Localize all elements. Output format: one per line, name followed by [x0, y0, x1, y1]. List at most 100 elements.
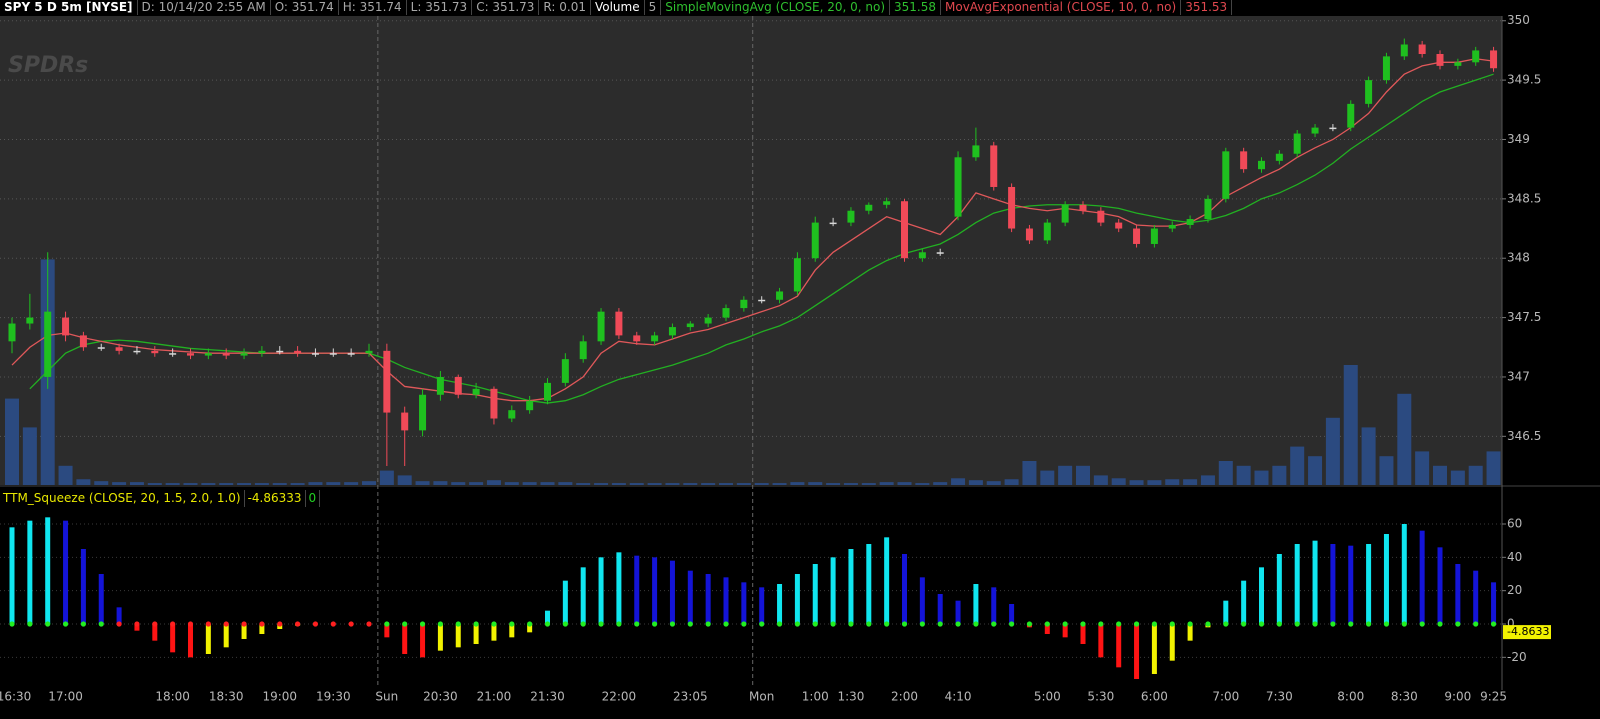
x-tick-label: 19:00 [262, 690, 297, 704]
candle-body [1329, 127, 1337, 130]
momentum-bar [9, 527, 15, 624]
momentum-bar [170, 624, 176, 653]
candle-body [561, 359, 569, 383]
candle-body [579, 341, 587, 360]
squeeze-dot [794, 621, 801, 627]
volume-bar [915, 483, 930, 485]
low: L: 351.73 [407, 0, 473, 15]
momentum-bar [1419, 530, 1425, 624]
squeeze-dot [1133, 621, 1140, 627]
momentum-bar [116, 607, 122, 624]
squeeze-dot [991, 621, 997, 627]
ema-label[interactable]: MovAvgExponential (CLOSE, 10, 0, no) [941, 0, 1182, 15]
sma-label[interactable]: SimpleMovingAvg (CLOSE, 20, 0, no) [661, 0, 890, 15]
candle-body [151, 350, 159, 354]
x-tick-label: 5:00 [1034, 690, 1061, 704]
squeeze-dot [1169, 621, 1175, 627]
squeeze-dot [473, 621, 479, 627]
volume-bar [1165, 479, 1180, 485]
x-tick-label: 19:30 [316, 690, 351, 704]
close: C: 351.73 [472, 0, 540, 15]
momentum-bar [1259, 567, 1264, 624]
squeeze-dot [884, 621, 890, 627]
momentum-bar [1455, 564, 1461, 624]
volume-bar [826, 483, 841, 485]
x-tick-label: 5:30 [1087, 690, 1114, 704]
candle-body [668, 327, 676, 336]
squeeze-dot [669, 621, 676, 627]
volume-value: 5 [645, 0, 662, 15]
squeeze-dot [491, 621, 497, 627]
momentum-bar [473, 624, 479, 644]
candle-body [115, 347, 123, 351]
momentum-bar [259, 624, 265, 634]
volume-bar [808, 482, 823, 485]
y-tick-label: 347.5 [1507, 310, 1541, 324]
candle-body [704, 317, 712, 324]
squeeze-dot [98, 621, 104, 627]
volume-bar [933, 482, 948, 485]
volume-bar [326, 482, 341, 485]
squeeze-dot [1151, 621, 1157, 627]
squeeze-dot [9, 621, 15, 627]
candle-body [1150, 228, 1158, 244]
volume-bar [736, 483, 751, 485]
volume-bar [790, 482, 805, 485]
momentum-bar [509, 624, 515, 638]
squeeze-dot [509, 621, 515, 627]
volume-bar [897, 482, 912, 485]
candle-body [865, 204, 873, 211]
momentum-bar [1080, 624, 1086, 644]
momentum-bar [723, 577, 729, 624]
volume-bar [986, 481, 1001, 485]
candle-body [1204, 198, 1212, 220]
x-tick-label: 8:30 [1391, 690, 1418, 704]
volume-bar [1129, 480, 1144, 485]
range: R: 0.01 [539, 0, 591, 15]
squeeze-dot [723, 621, 729, 627]
x-tick-label: 9:25 [1480, 690, 1507, 704]
candle-body [258, 350, 266, 354]
volume-bar [183, 483, 198, 485]
momentum-bar [241, 624, 247, 639]
candle-body [1490, 50, 1498, 69]
candle-body [811, 222, 819, 259]
momentum-bar [919, 577, 925, 624]
candle-body [311, 353, 319, 355]
symbol[interactable]: SPY 5 D 5m [NYSE] [0, 0, 138, 15]
candle-body [1275, 153, 1283, 161]
header-bar: SPY 5 D 5m [NYSE] D: 10/14/20 2:55 AM O:… [0, 0, 1233, 15]
last-value-label: -4.8633 [1507, 625, 1549, 638]
volume-bar [129, 482, 144, 485]
x-tick-label: 22:00 [602, 690, 637, 704]
squeeze-dot [116, 621, 122, 627]
volume-bar [22, 427, 37, 485]
candle-body [204, 353, 212, 356]
volume-bar [290, 483, 305, 485]
x-tick-label: 23:05 [673, 690, 708, 704]
volume-label[interactable]: Volume [591, 0, 645, 15]
x-tick-label: Mon [749, 690, 774, 704]
squeeze-dot [80, 621, 86, 627]
x-tick-label: 7:30 [1266, 690, 1293, 704]
candle-body [1168, 224, 1176, 229]
momentum-bar [937, 594, 943, 624]
x-tick-label: 9:00 [1444, 690, 1471, 704]
squeeze-dot [1490, 621, 1497, 627]
momentum-bar [45, 517, 51, 624]
study-title[interactable]: TTM_Squeeze (CLOSE, 20, 1.5, 2.0, 1.0) [0, 490, 245, 507]
volume-bar [558, 482, 573, 485]
candle-body [1382, 56, 1390, 81]
y-tick-label: -20 [1507, 650, 1527, 664]
volume-bar [76, 479, 91, 485]
squeeze-dot [830, 621, 836, 627]
momentum-bar [562, 580, 568, 624]
momentum-bar [991, 587, 997, 624]
volume-bar [201, 483, 216, 485]
momentum-bar [812, 564, 818, 624]
x-tick-label: 4:10 [945, 690, 972, 704]
y-tick-label: 349.5 [1507, 73, 1541, 87]
candle-body [1097, 210, 1105, 223]
squeeze-dot [1062, 621, 1068, 627]
